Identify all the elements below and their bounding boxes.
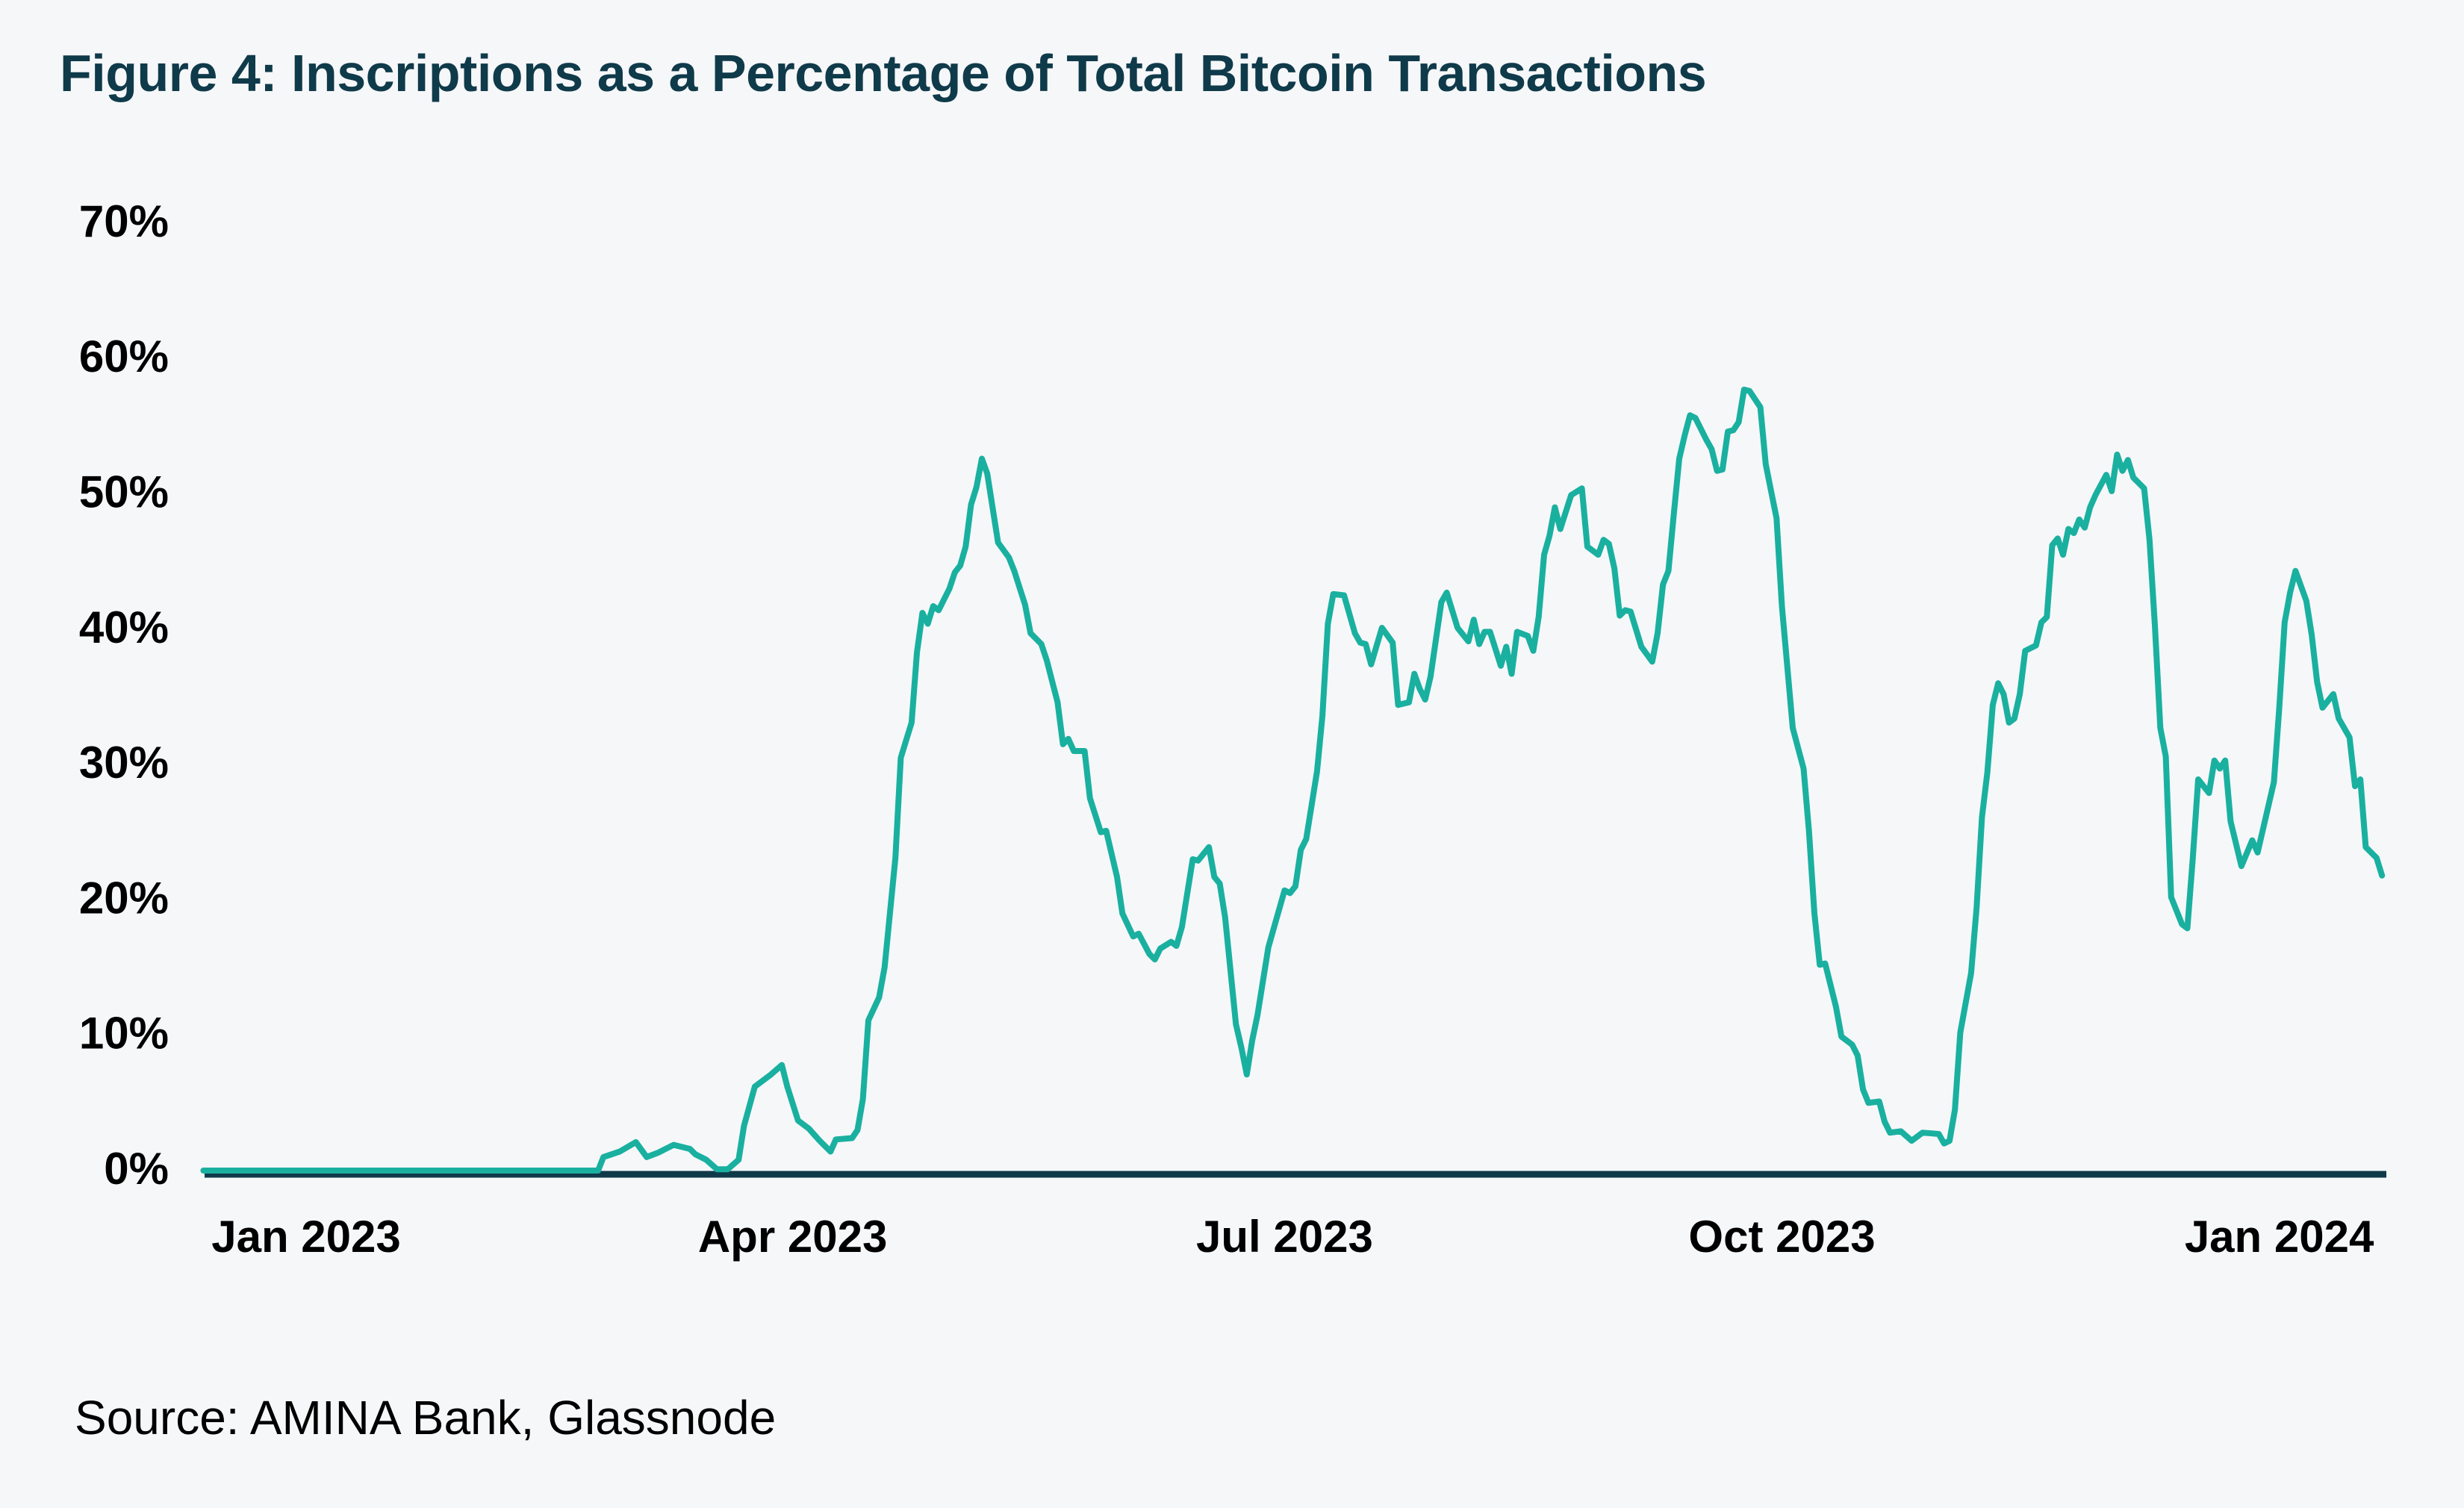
- y-tick-label: 70%: [79, 196, 169, 246]
- y-tick-label: 30%: [79, 738, 169, 788]
- chart-title: Figure 4: Inscriptions as a Percentage o…: [60, 44, 1707, 102]
- y-axis-ticks: 0% 10% 20% 30% 40% 50% 60% 70%: [79, 196, 169, 1194]
- y-tick-label: 20%: [79, 873, 169, 923]
- x-tick-label: Apr 2023: [698, 1212, 887, 1262]
- y-tick-label: 10%: [79, 1009, 169, 1059]
- x-tick-label: Jan 2024: [2185, 1212, 2374, 1262]
- x-tick-label: Jan 2023: [211, 1212, 401, 1262]
- x-tick-label: Oct 2023: [1688, 1212, 1875, 1262]
- y-tick-label: 0%: [104, 1144, 169, 1194]
- x-axis-ticks: Jan 2023 Apr 2023 Jul 2023 Oct 2023 Jan 2024: [211, 1212, 2374, 1262]
- y-tick-label: 60%: [79, 331, 169, 381]
- chart-source-note: Source: AMINA Bank, Glassnode: [75, 1391, 777, 1445]
- series-line-inscriptions-share: [200, 386, 2386, 1174]
- y-tick-label: 50%: [79, 467, 169, 517]
- x-tick-label: Jul 2023: [1196, 1212, 1373, 1262]
- y-tick-label: 40%: [79, 602, 169, 652]
